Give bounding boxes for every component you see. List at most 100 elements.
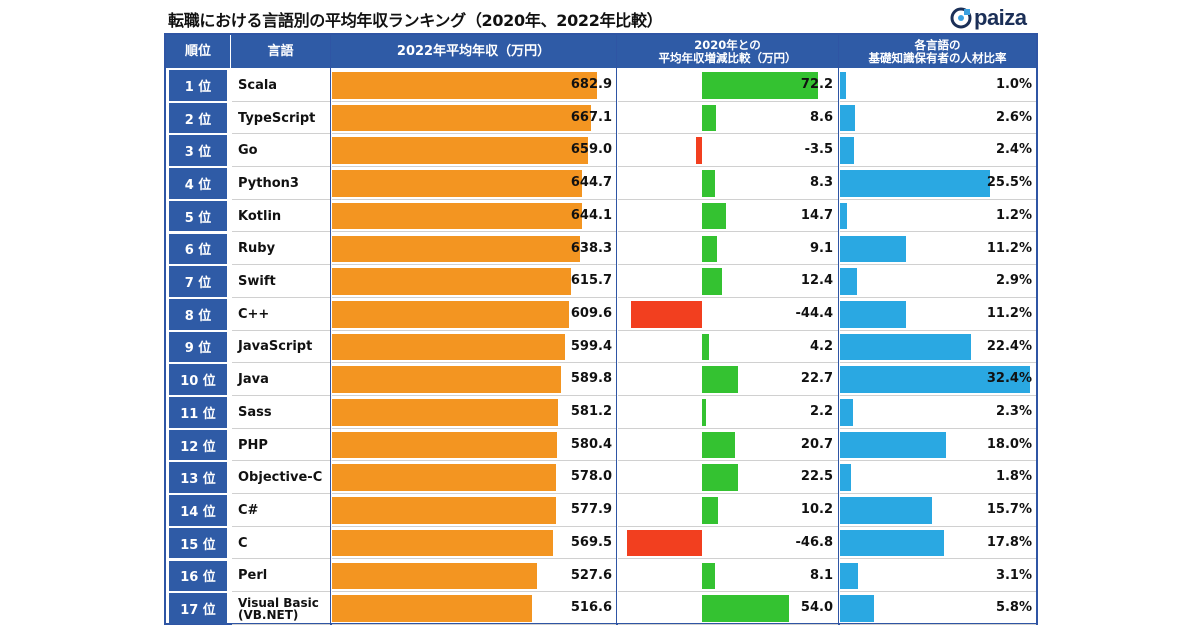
row-separator (618, 623, 838, 625)
table-row: 15 位 C 569.5 -46.8 17.8% (166, 527, 1036, 560)
row-separator (332, 329, 616, 331)
salary-bar (332, 268, 571, 295)
rank-cell: 15 位 (169, 527, 227, 559)
ratio-value: 32.4% (986, 371, 1032, 387)
salary-bar (332, 562, 537, 590)
salary-bar (332, 497, 557, 524)
row-separator (232, 296, 330, 298)
row-separator (618, 394, 838, 396)
table-row: 12 位 PHP 580.4 20.7 18.0% (166, 429, 1036, 462)
salary-value: 578.0 (570, 469, 612, 485)
change-bar (702, 464, 739, 492)
row-separator (332, 133, 616, 135)
salary-value: 682.9 (570, 77, 612, 92)
row-separator (840, 493, 1036, 495)
row-separator (840, 166, 1036, 168)
language-cell: TypeScript (238, 110, 316, 126)
ratio-value: 11.2% (986, 240, 1032, 256)
column-divider (616, 35, 617, 623)
salary-bar (332, 72, 597, 99)
row-separator (840, 198, 1036, 200)
row-separator (840, 231, 1036, 233)
row-separator (332, 394, 616, 396)
ratio-bar (840, 72, 846, 99)
language-cell: PHP (238, 437, 268, 453)
change-bar (702, 497, 719, 524)
ratio-value: 25.5% (986, 175, 1032, 191)
salary-value: 644.1 (570, 207, 612, 223)
row-separator (332, 427, 616, 429)
row-separator (332, 623, 616, 625)
change-value: 8.3 (809, 175, 833, 191)
table-row: 17 位 Visual Basic (VB.NET) 516.6 54.0 5.8% (166, 592, 1036, 625)
row-separator (332, 100, 616, 102)
language-cell: C (238, 535, 248, 551)
row-separator (840, 591, 1036, 593)
ratio-bar (840, 595, 874, 622)
salary-bar (332, 399, 558, 426)
change-value: 72.2 (800, 77, 833, 92)
ratio-bar (840, 399, 854, 426)
row-separator (232, 166, 330, 168)
row-separator (618, 264, 838, 266)
rank-cell: 14 位 (169, 495, 227, 526)
rank-cell: 5 位 (169, 200, 227, 232)
change-bar (702, 202, 726, 230)
ratio-bar (840, 333, 972, 361)
language-cell: Objective-C (238, 470, 323, 486)
row-separator (332, 362, 616, 364)
salary-value: 589.8 (570, 371, 612, 387)
table-row: 9 位 JavaScript 599.4 4.2 22.4% (166, 331, 1036, 364)
row-separator (618, 493, 838, 495)
salary-value: 644.7 (570, 175, 612, 191)
change-bar (702, 366, 739, 393)
salary-value: 638.3 (570, 240, 612, 256)
ratio-value: 2.3% (995, 404, 1032, 419)
salary-value: 667.1 (570, 109, 612, 125)
ratio-bar (840, 137, 855, 165)
rank-cell: 11 位 (169, 397, 227, 428)
table-row: 6 位 Ruby 638.3 9.1 11.2% (166, 233, 1036, 266)
change-bar (696, 137, 702, 165)
change-value: 22.5 (800, 469, 833, 485)
row-separator (618, 525, 838, 527)
table-row: 10 位 Java 589.8 22.7 32.4% (166, 363, 1036, 396)
row-separator (840, 394, 1036, 396)
row-separator (618, 591, 838, 593)
ratio-bar (840, 431, 946, 459)
change-bar (630, 300, 702, 328)
ratio-bar (840, 300, 906, 328)
salary-bar (332, 333, 565, 361)
language-cell: Sass (238, 404, 272, 420)
change-value: 12.4 (800, 273, 833, 289)
language-cell: Kotlin (238, 208, 282, 224)
row-separator (840, 296, 1036, 298)
row-separator (232, 362, 330, 364)
row-separator (840, 558, 1036, 560)
rank-cell: 10 位 (169, 364, 227, 395)
row-separator (618, 329, 838, 331)
change-bar (626, 529, 702, 557)
salary-value: 609.6 (570, 305, 612, 321)
change-value: 10.2 (800, 502, 833, 518)
change-value: 9.1 (809, 240, 833, 256)
row-separator (232, 525, 330, 527)
ranking-table: 順位 言語 2022年平均年収（万円） 2020年との 平均年収増減比較（万円）… (164, 33, 1038, 625)
salary-bar (332, 529, 553, 557)
row-separator (840, 623, 1036, 625)
table-row: 11 位 Sass 581.2 2.2 2.3% (166, 396, 1036, 429)
ratio-value: 1.2% (995, 207, 1032, 223)
salary-bar (332, 366, 561, 393)
change-bar (702, 72, 818, 99)
change-value: 2.2 (809, 404, 833, 419)
salary-value: 599.4 (570, 338, 612, 354)
salary-bar (332, 464, 557, 492)
salary-bar (332, 300, 569, 328)
header-ratio-line1: 各言語の (914, 37, 961, 52)
language-cell: Java (238, 372, 269, 388)
ratio-value: 15.7% (986, 502, 1032, 518)
language-cell: C++ (238, 306, 270, 322)
ratio-value: 18.0% (986, 436, 1032, 452)
rank-cell: 16 位 (169, 560, 227, 592)
ratio-value: 11.2% (986, 305, 1032, 321)
